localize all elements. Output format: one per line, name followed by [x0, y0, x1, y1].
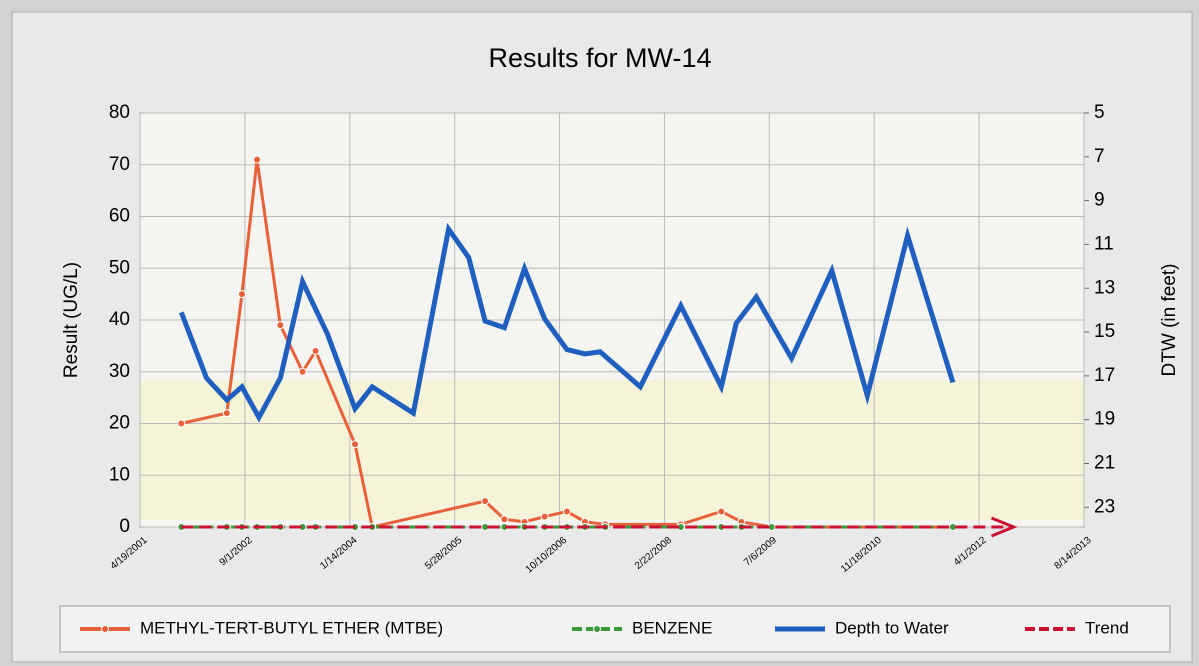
y-tick-label: 30 — [109, 361, 130, 382]
point — [298, 367, 307, 376]
trend-arrow — [990, 516, 1018, 538]
y-tick-label: 80 — [109, 102, 130, 123]
y2-axis-label: DTW (in feet) — [1159, 264, 1180, 377]
y2-tick-label: 19 — [1094, 409, 1115, 430]
y2-tick-label: 5 — [1094, 102, 1105, 123]
y-tick-label: 0 — [119, 516, 130, 537]
point — [276, 321, 285, 330]
y2-tick-label: 11 — [1094, 233, 1114, 254]
y-tick-label: 60 — [109, 206, 130, 227]
y2-tick-label: 21 — [1094, 452, 1115, 473]
chart-title: Results for MW-14 — [488, 43, 711, 73]
y2-tick-label: 13 — [1094, 277, 1115, 298]
y-tick-label: 70 — [109, 154, 130, 175]
y-tick-label: 40 — [109, 309, 130, 330]
legend-label: METHYL-TERT-BUTYL ETHER (MTBE) — [140, 618, 443, 637]
legend-label: BENZENE — [632, 618, 712, 637]
y2-tick-label: 15 — [1094, 321, 1115, 342]
point — [562, 507, 571, 516]
point — [222, 409, 231, 418]
point — [481, 497, 490, 506]
legend-label: Depth to Water — [835, 618, 949, 637]
point — [540, 512, 549, 521]
point — [237, 290, 246, 299]
point — [177, 419, 186, 428]
y2-tick-label: 7 — [1094, 146, 1105, 167]
y-tick-label: 50 — [109, 257, 130, 278]
point — [500, 515, 509, 524]
series-line — [178, 222, 956, 423]
point — [311, 347, 320, 356]
legend-label: Trend — [1085, 618, 1129, 637]
point — [717, 507, 726, 516]
y-tick-label: 10 — [109, 464, 130, 485]
point — [351, 440, 360, 449]
point — [253, 155, 262, 164]
y-tick-label: 20 — [109, 413, 130, 434]
y2-tick-label: 9 — [1094, 190, 1105, 211]
y-axis-label: Result (UG/L) — [61, 262, 82, 378]
band — [140, 380, 1084, 520]
legend-marker — [101, 625, 109, 633]
y2-tick-label: 23 — [1094, 496, 1115, 517]
legend-marker — [593, 625, 601, 633]
y2-tick-label: 17 — [1094, 365, 1115, 386]
